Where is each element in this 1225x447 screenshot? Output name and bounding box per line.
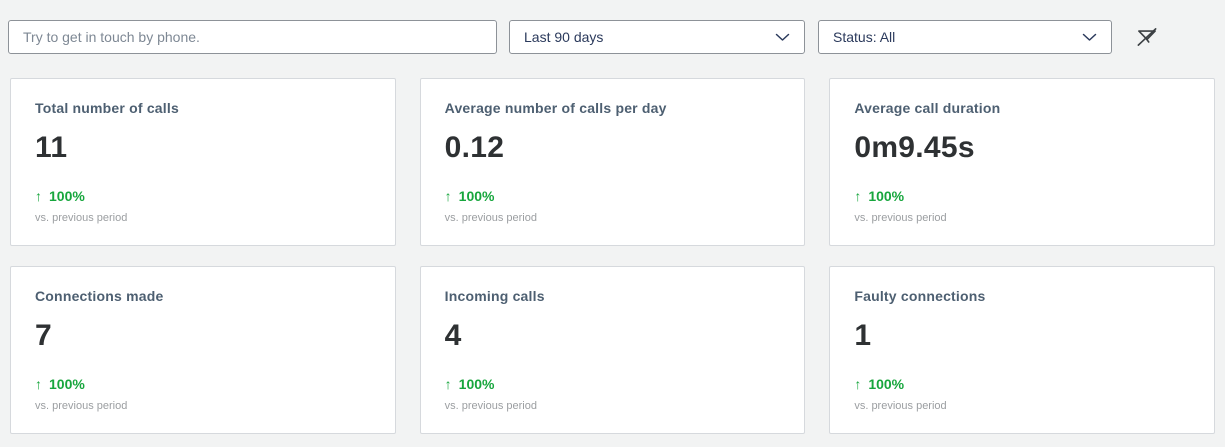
stat-card-incoming-calls: Incoming calls 4 ↑ 100% vs. previous per… bbox=[419, 266, 806, 434]
stat-card-connections-made: Connections made 7 ↑ 100% vs. previous p… bbox=[10, 266, 396, 434]
trend-change: 100% bbox=[49, 376, 85, 392]
trend-change: 100% bbox=[458, 376, 495, 392]
comparison-label: vs. previous period bbox=[854, 400, 947, 412]
comparison-label: vs. previous period bbox=[854, 212, 947, 224]
comparison-label: vs. previous period bbox=[444, 212, 537, 224]
card-title: Total number of calls bbox=[35, 100, 179, 116]
card-title: Connections made bbox=[35, 288, 164, 304]
metric-value: 11 bbox=[35, 131, 68, 164]
trend-row: ↑ 100% bbox=[854, 188, 1190, 204]
trend-change: 100% bbox=[49, 188, 85, 204]
trend-up-arrow-icon: ↑ bbox=[444, 376, 452, 392]
comparison-label: vs. previous period bbox=[35, 400, 128, 412]
metric-value: 0.12 bbox=[444, 131, 505, 164]
chevron-down-icon bbox=[775, 33, 790, 42]
stat-card-avg-calls-per-day: Average number of calls per day 0.12 ↑ 1… bbox=[419, 78, 806, 246]
trend-change: 100% bbox=[458, 188, 495, 204]
period-select-value: Last 90 days bbox=[524, 29, 604, 45]
status-select[interactable]: Status: All bbox=[818, 20, 1112, 54]
trend-change: 100% bbox=[868, 376, 905, 392]
card-title: Average number of calls per day bbox=[444, 100, 667, 116]
metric-value: 1 bbox=[854, 319, 872, 352]
card-title: Average call duration bbox=[854, 100, 1001, 116]
trend-row: ↑ 100% bbox=[35, 376, 371, 392]
trend-up-arrow-icon: ↑ bbox=[444, 188, 452, 204]
filter-off-icon bbox=[1134, 24, 1160, 50]
period-select[interactable]: Last 90 days bbox=[509, 20, 805, 54]
trend-row: ↑ 100% bbox=[445, 188, 781, 204]
chevron-down-icon bbox=[1082, 33, 1097, 42]
card-title: Faulty connections bbox=[854, 288, 986, 304]
metric-value: 4 bbox=[444, 319, 462, 352]
metric-value: 0m9.45s bbox=[854, 131, 975, 164]
call-stats-dashboard: Last 90 days Status: All Total number bbox=[0, 20, 1225, 434]
filters-toolbar: Last 90 days Status: All bbox=[8, 20, 1225, 54]
comparison-label: vs. previous period bbox=[444, 400, 537, 412]
trend-up-arrow-icon: ↑ bbox=[35, 376, 42, 392]
status-select-value: Status: All bbox=[833, 29, 896, 45]
stat-card-faulty-connections: Faulty connections 1 ↑ 100% vs. previous… bbox=[829, 266, 1215, 434]
trend-up-arrow-icon: ↑ bbox=[35, 188, 42, 204]
trend-row: ↑ 100% bbox=[445, 376, 781, 392]
stat-card-avg-call-duration: Average call duration 0m9.45s ↑ 100% vs.… bbox=[829, 78, 1215, 246]
trend-up-arrow-icon: ↑ bbox=[854, 376, 862, 392]
trend-row: ↑ 100% bbox=[35, 188, 371, 204]
comparison-label: vs. previous period bbox=[35, 212, 128, 224]
trend-up-arrow-icon: ↑ bbox=[854, 188, 862, 204]
trend-change: 100% bbox=[868, 188, 905, 204]
stats-grid: Total number of calls 11 ↑ 100% vs. prev… bbox=[10, 78, 1215, 434]
clear-filters-button[interactable] bbox=[1128, 20, 1166, 54]
trend-row: ↑ 100% bbox=[854, 376, 1190, 392]
metric-value: 7 bbox=[35, 319, 52, 352]
stat-card-total-calls: Total number of calls 11 ↑ 100% vs. prev… bbox=[10, 78, 396, 246]
search-input[interactable] bbox=[8, 20, 497, 54]
card-title: Incoming calls bbox=[444, 288, 545, 304]
